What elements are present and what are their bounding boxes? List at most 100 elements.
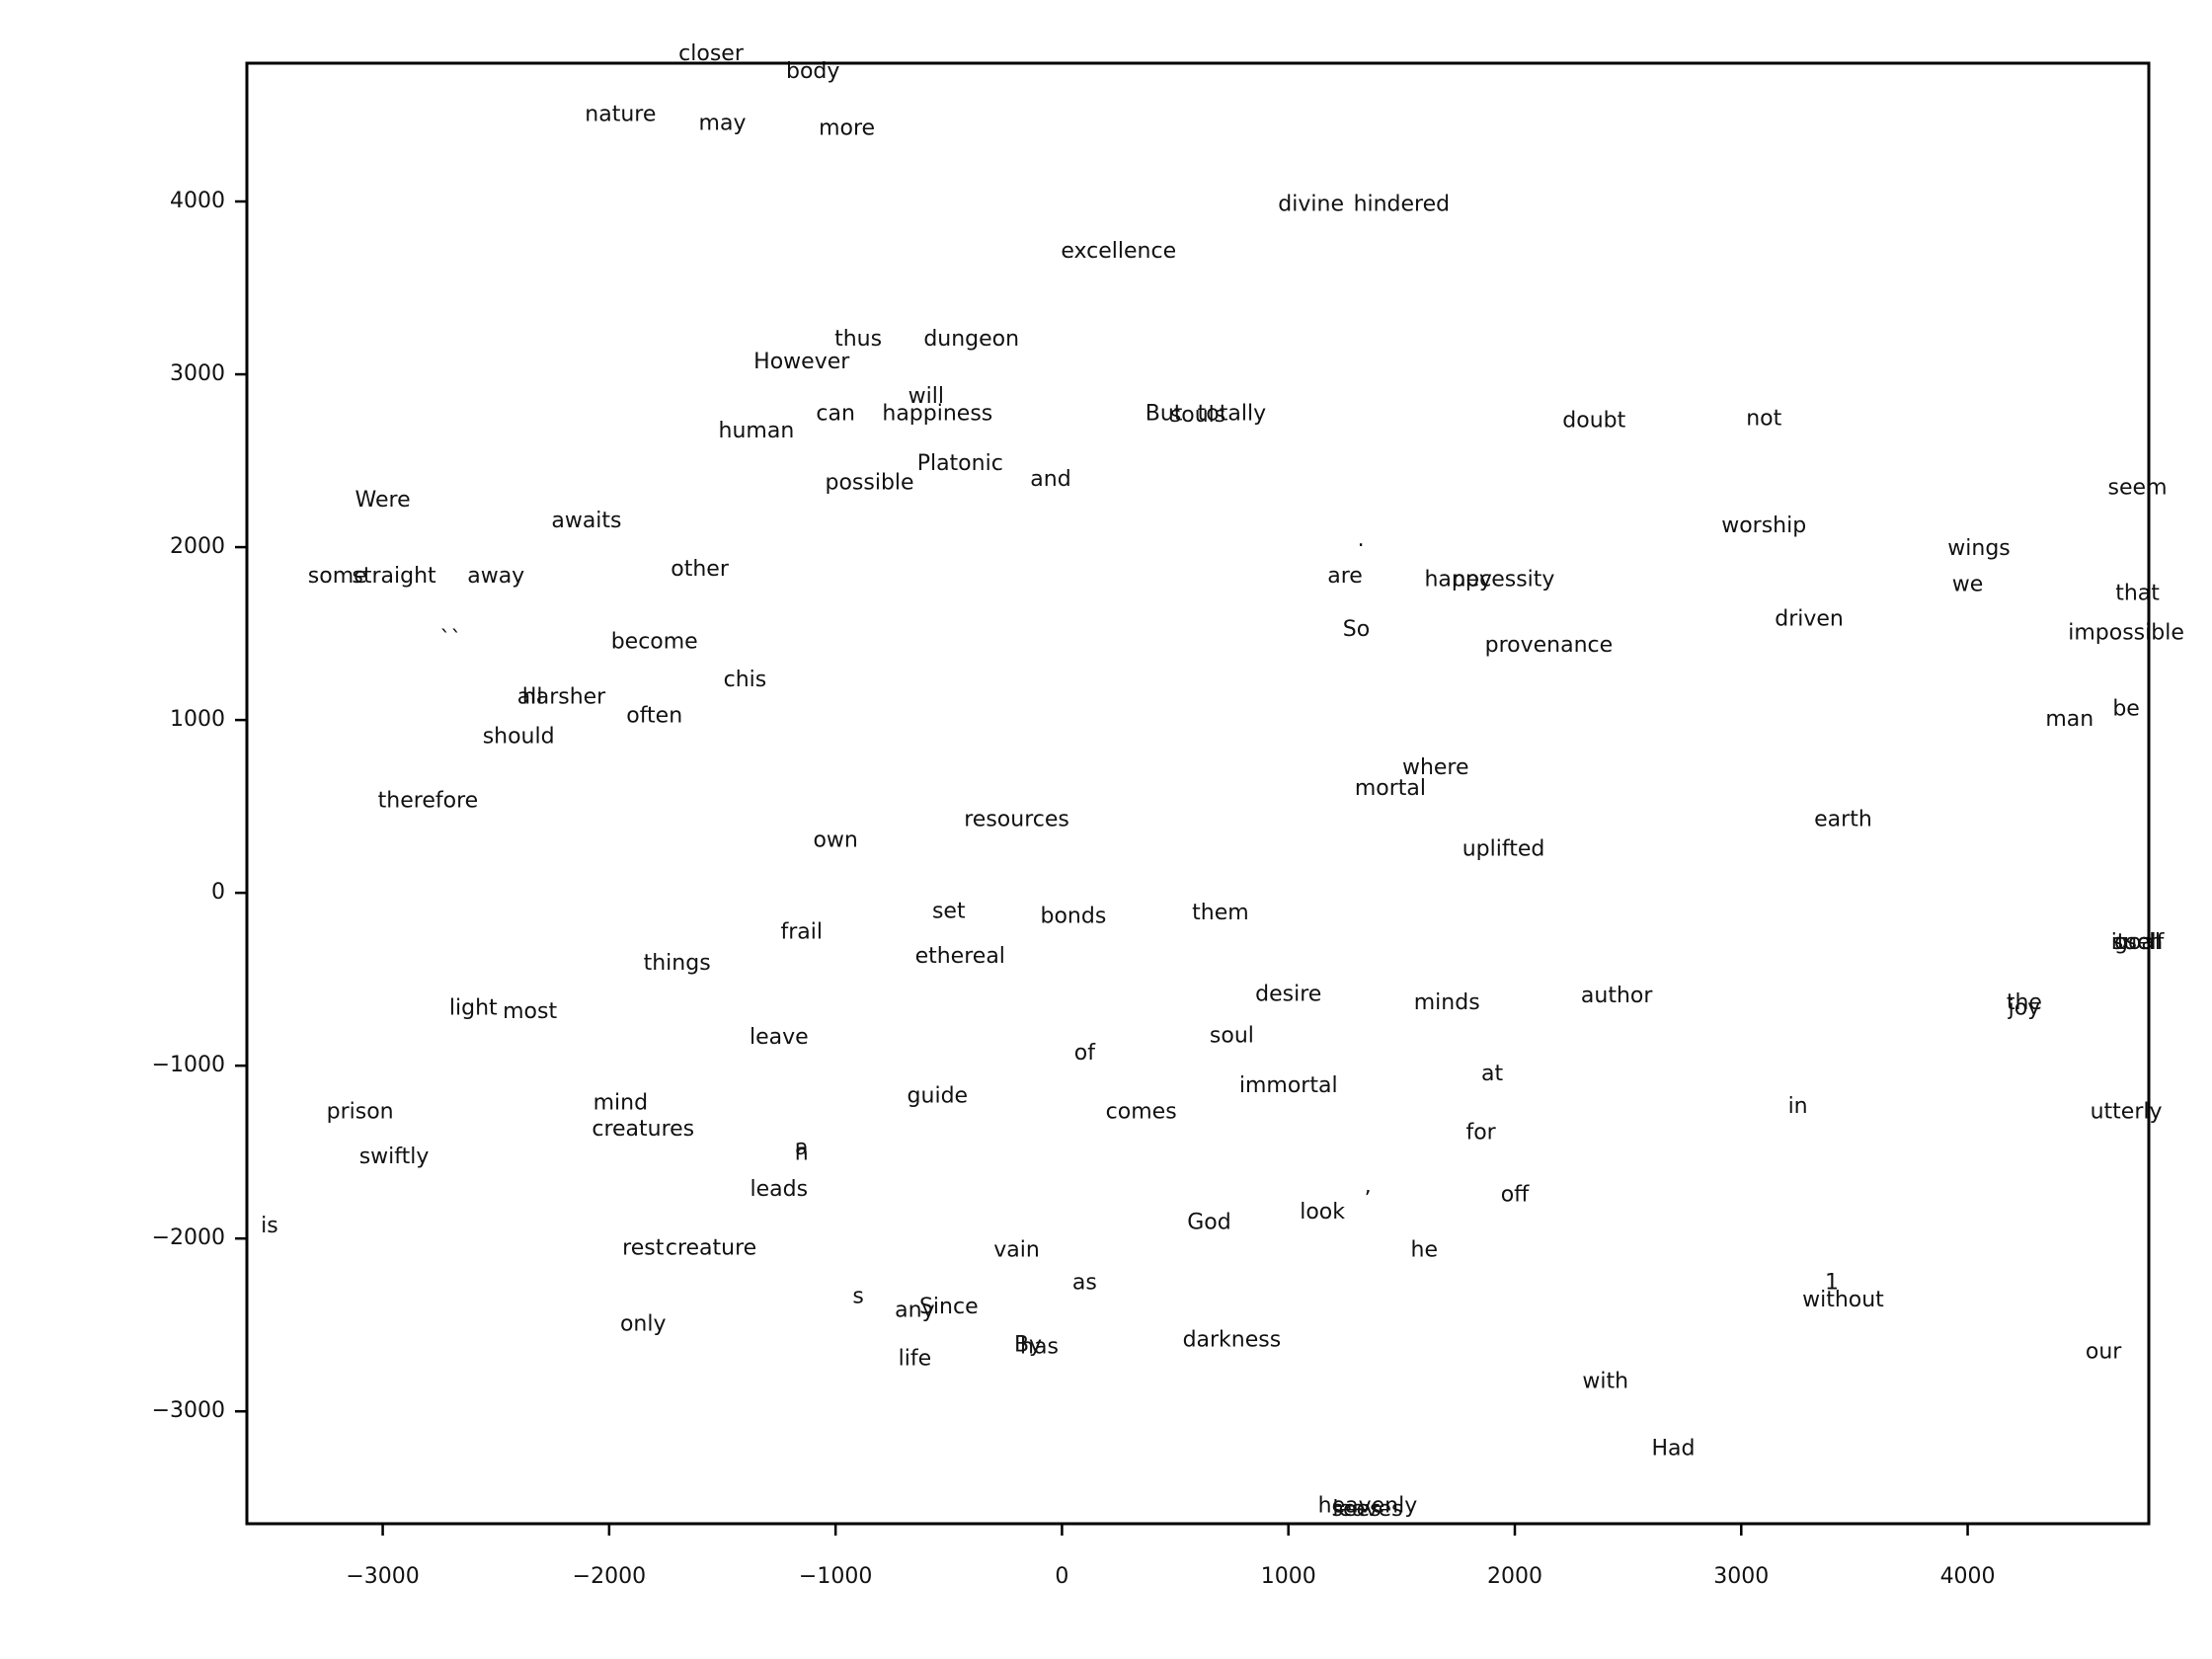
word-point: at bbox=[1481, 1062, 1503, 1086]
word-point: uplifted bbox=[1462, 836, 1545, 861]
word-point: s bbox=[852, 1285, 863, 1309]
word-point: vain bbox=[993, 1237, 1040, 1262]
y-tick-label: −3000 bbox=[152, 1398, 225, 1423]
word-point: author bbox=[1581, 984, 1653, 1008]
word-point: leads bbox=[750, 1177, 809, 1202]
word-point: off bbox=[1501, 1182, 1530, 1207]
word-point: nature bbox=[585, 103, 656, 127]
word-point: awaits bbox=[551, 509, 621, 533]
word-point: hindered bbox=[1354, 193, 1451, 217]
word-point: thus bbox=[834, 327, 882, 352]
word-point: totally bbox=[1198, 401, 1266, 426]
word-point: minds bbox=[1414, 990, 1480, 1015]
word-point: comes bbox=[1106, 1099, 1177, 1124]
word-point: some bbox=[308, 564, 367, 589]
word-point: are bbox=[1327, 564, 1363, 589]
word-point: happiness bbox=[882, 401, 992, 426]
word-point: often bbox=[626, 704, 682, 729]
word-point: souls bbox=[1170, 403, 1225, 428]
word-point: Platonic bbox=[917, 451, 1003, 476]
word-point: bonds bbox=[1040, 905, 1106, 929]
word-point: desire bbox=[1255, 982, 1321, 1006]
word-point: any bbox=[895, 1299, 934, 1323]
word-point: life bbox=[899, 1347, 932, 1372]
word-point: we bbox=[1952, 573, 1984, 597]
word-point: set bbox=[932, 899, 966, 923]
word-point: necessity bbox=[1453, 567, 1555, 592]
word-point: prison bbox=[327, 1099, 394, 1124]
word-point: human bbox=[719, 419, 795, 443]
word-point: away bbox=[467, 564, 524, 589]
word-point: So bbox=[1343, 617, 1370, 642]
word-point: leaves bbox=[1332, 1497, 1402, 1522]
word-point: leave bbox=[750, 1025, 809, 1050]
word-point: sees bbox=[1332, 1497, 1382, 1522]
x-tick-label: 3000 bbox=[1713, 1564, 1769, 1589]
word-point: look bbox=[1300, 1200, 1345, 1224]
word-point: straight bbox=[352, 564, 436, 589]
word-point: in bbox=[1788, 1094, 1808, 1119]
word-point: goal bbox=[2114, 930, 2161, 955]
word-point: rest bbox=[622, 1236, 665, 1261]
x-tick-label: 1000 bbox=[1261, 1564, 1316, 1589]
word-point: such bbox=[2112, 930, 2163, 955]
word-point: But bbox=[1146, 401, 1183, 426]
word-point: earth bbox=[1814, 808, 1872, 832]
word-point: frail bbox=[781, 919, 824, 944]
word-point: wings bbox=[1947, 536, 2010, 561]
y-tick-label: −1000 bbox=[152, 1053, 225, 1077]
word-point: possible bbox=[825, 470, 913, 495]
word-point: creatures bbox=[592, 1117, 694, 1142]
word-point: more bbox=[819, 117, 875, 141]
word-point: seem bbox=[2108, 476, 2168, 501]
word-point: chis bbox=[724, 668, 767, 692]
word-point: worship bbox=[1721, 514, 1806, 538]
word-point: light bbox=[449, 995, 498, 1020]
word-point: can bbox=[816, 401, 855, 426]
word-point: joy bbox=[2008, 995, 2041, 1020]
word-point: . bbox=[1358, 527, 1365, 552]
word-point: doubt bbox=[1562, 408, 1625, 433]
word-point: own bbox=[813, 829, 857, 853]
word-point: swiftly bbox=[359, 1145, 430, 1169]
word-point: may bbox=[699, 111, 747, 135]
word-point: heavenly bbox=[1318, 1493, 1418, 1518]
y-tick-label: 2000 bbox=[170, 534, 225, 559]
word-point: By bbox=[1014, 1333, 1042, 1358]
word-point: guide bbox=[908, 1084, 969, 1109]
word-point: harsher bbox=[522, 684, 606, 709]
word-point: not bbox=[1746, 407, 1781, 432]
word-point: Since bbox=[919, 1295, 979, 1319]
word-point: darkness bbox=[1183, 1327, 1282, 1352]
word-point: divine bbox=[1278, 193, 1344, 217]
word-point: impossible bbox=[2068, 621, 2184, 646]
word-point: where bbox=[1402, 755, 1469, 780]
word-point: utterly bbox=[2091, 1099, 2163, 1124]
word-point: mortal bbox=[1355, 776, 1426, 801]
word-point: `` bbox=[439, 628, 461, 653]
word-point: itself bbox=[2111, 930, 2166, 955]
y-tick-label: 4000 bbox=[170, 189, 225, 213]
word-point: happy bbox=[1424, 567, 1491, 592]
word-point: for bbox=[1465, 1120, 1496, 1145]
word-point: a bbox=[795, 1136, 808, 1160]
x-tick-label: −3000 bbox=[346, 1564, 419, 1589]
word-point: God bbox=[1187, 1210, 1230, 1234]
word-point: become bbox=[611, 629, 698, 654]
y-tick-label: −2000 bbox=[152, 1225, 225, 1250]
x-tick-label: 2000 bbox=[1487, 1564, 1542, 1589]
y-tick-label: 0 bbox=[211, 880, 225, 905]
word-point: 1 bbox=[1825, 1271, 1839, 1296]
y-axis: −3000 −2000 −1000 0 1000 2000 3000 4000 bbox=[152, 189, 247, 1423]
word-point: will bbox=[908, 384, 944, 409]
word-point: immortal bbox=[1239, 1073, 1338, 1098]
word-point: as bbox=[1072, 1271, 1097, 1296]
word-point: of bbox=[1074, 1041, 1096, 1066]
x-tick-label: 4000 bbox=[1940, 1564, 1996, 1589]
word-point: with bbox=[1582, 1369, 1628, 1393]
word-point: dungeon bbox=[923, 327, 1019, 352]
word-point: creature bbox=[666, 1236, 756, 1261]
